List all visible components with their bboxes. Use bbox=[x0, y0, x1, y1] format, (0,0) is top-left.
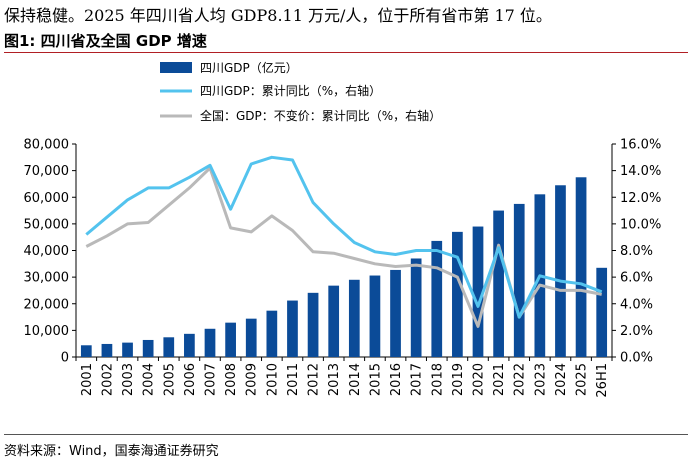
x-tick-label: 2023 bbox=[533, 363, 548, 396]
left-tick-label: 30,000 bbox=[24, 271, 70, 286]
x-tick-label: 2016 bbox=[389, 363, 404, 396]
right-tick-label: 8.0% bbox=[620, 244, 653, 259]
bar-sichuan-gdp bbox=[493, 210, 504, 357]
bar-sichuan-gdp bbox=[101, 343, 113, 357]
right-tick-label: 10.0% bbox=[620, 217, 661, 232]
x-tick-label: 2021 bbox=[492, 363, 507, 396]
bar-sichuan-gdp bbox=[122, 342, 133, 357]
title-divider bbox=[4, 52, 688, 53]
left-tick-label: 0 bbox=[61, 351, 69, 366]
bar-sichuan-gdp bbox=[390, 269, 401, 357]
bar-sichuan-gdp bbox=[328, 285, 340, 357]
line-series bbox=[85, 155, 603, 328]
x-tick-label: 2008 bbox=[224, 363, 239, 396]
x-tick-label: 2015 bbox=[368, 363, 383, 396]
bar-sichuan-gdp bbox=[575, 177, 587, 357]
right-tick-label: 0.0% bbox=[620, 351, 653, 366]
x-tick-label: 2007 bbox=[204, 363, 219, 396]
x-tick-label: 2002 bbox=[100, 363, 115, 396]
bar-sichuan-gdp bbox=[513, 203, 525, 357]
source-divider bbox=[4, 434, 688, 435]
x-tick-label: 2013 bbox=[327, 363, 342, 396]
x-tick-label: 2006 bbox=[183, 363, 198, 396]
left-tick-label: 40,000 bbox=[24, 244, 70, 259]
left-tick-label: 20,000 bbox=[24, 297, 70, 312]
x-tick-label: 2018 bbox=[430, 363, 445, 396]
legend-label-sichuan-growth: 四川GDP：累计同比（%，右轴） bbox=[200, 83, 381, 98]
legend-bar-swatch bbox=[160, 62, 192, 73]
intro-text: 保持稳健。2025 年四川省人均 GDP8.11 万元/人，位于所有省市第 17… bbox=[4, 6, 552, 25]
x-tick-label: 2004 bbox=[142, 363, 157, 396]
x-tick-label: 2019 bbox=[451, 363, 466, 396]
legend-label-sichuan-gdp: 四川GDP（亿元） bbox=[200, 60, 298, 75]
bar-sichuan-gdp bbox=[348, 279, 360, 357]
bar-sichuan-gdp bbox=[472, 226, 484, 357]
x-tick-label: 2003 bbox=[121, 363, 136, 396]
left-tick-label: 70,000 bbox=[24, 164, 70, 179]
bar-sichuan-gdp bbox=[287, 300, 298, 357]
x-tick-label: 2025 bbox=[575, 363, 590, 396]
right-tick-label: 2.0% bbox=[620, 324, 653, 339]
bar-sichuan-gdp bbox=[266, 310, 278, 357]
right-tick-label: 6.0% bbox=[620, 271, 653, 286]
axes: 0 10,000 20,000 30,000 40,000 50,000 60,000 70,… bbox=[24, 138, 662, 398]
x-tick-label: 2022 bbox=[513, 363, 528, 396]
right-tick-label: 14.0% bbox=[620, 164, 661, 179]
gdp-chart: 四川GDP（亿元） 四川GDP：累计同比（%，右轴） 全国：GDP：不变价：累计… bbox=[24, 60, 662, 398]
x-tick-label: 2001 bbox=[80, 363, 95, 396]
bar-sichuan-gdp bbox=[431, 240, 443, 357]
bar-sichuan-gdp bbox=[245, 318, 257, 357]
bar-sichuan-gdp bbox=[163, 337, 175, 357]
bar-sichuan-gdp bbox=[80, 345, 92, 357]
x-tick-label: 2024 bbox=[554, 363, 569, 396]
x-tick-label: 26H1 bbox=[595, 363, 610, 398]
x-tick-label: 2011 bbox=[286, 363, 301, 396]
bar-sichuan-gdp bbox=[184, 333, 195, 357]
bar-series bbox=[80, 177, 608, 357]
x-tick-label: 2009 bbox=[245, 363, 260, 396]
left-tick-label: 80,000 bbox=[24, 138, 70, 153]
x-tick-label: 2014 bbox=[348, 363, 363, 396]
x-tick-label: 2005 bbox=[162, 363, 177, 396]
left-tick-label: 50,000 bbox=[24, 217, 70, 232]
line-sichuan-growth bbox=[85, 155, 603, 319]
bar-sichuan-gdp bbox=[225, 322, 236, 357]
bar-sichuan-gdp bbox=[204, 328, 216, 357]
bar-sichuan-gdp bbox=[410, 258, 422, 357]
right-tick-label: 16.0% bbox=[620, 138, 661, 153]
bar-sichuan-gdp bbox=[307, 292, 319, 357]
legend: 四川GDP（亿元） 四川GDP：累计同比（%，右轴） 全国：GDP：不变价：累计… bbox=[160, 60, 441, 123]
left-tick-label: 10,000 bbox=[24, 324, 70, 339]
bar-sichuan-gdp bbox=[452, 231, 463, 357]
left-tick-label: 60,000 bbox=[24, 191, 70, 206]
legend-label-national-growth: 全国：GDP：不变价：累计同比（%，右轴） bbox=[200, 108, 441, 123]
x-tick-label: 2017 bbox=[410, 363, 425, 396]
x-tick-label: 2020 bbox=[472, 363, 487, 396]
bar-sichuan-gdp bbox=[369, 275, 381, 357]
right-tick-label: 4.0% bbox=[620, 297, 653, 312]
bar-sichuan-gdp bbox=[142, 339, 154, 357]
bar-sichuan-gdp bbox=[596, 267, 608, 357]
x-tick-label: 2010 bbox=[265, 363, 280, 396]
figure-title: 图1: 四川省及全国 GDP 增速 bbox=[4, 32, 207, 50]
bar-sichuan-gdp bbox=[555, 185, 566, 357]
x-tick-label: 2012 bbox=[307, 363, 322, 396]
source-note: 资料来源：Wind，国泰海通证券研究 bbox=[4, 444, 219, 459]
right-tick-label: 12.0% bbox=[620, 191, 661, 206]
